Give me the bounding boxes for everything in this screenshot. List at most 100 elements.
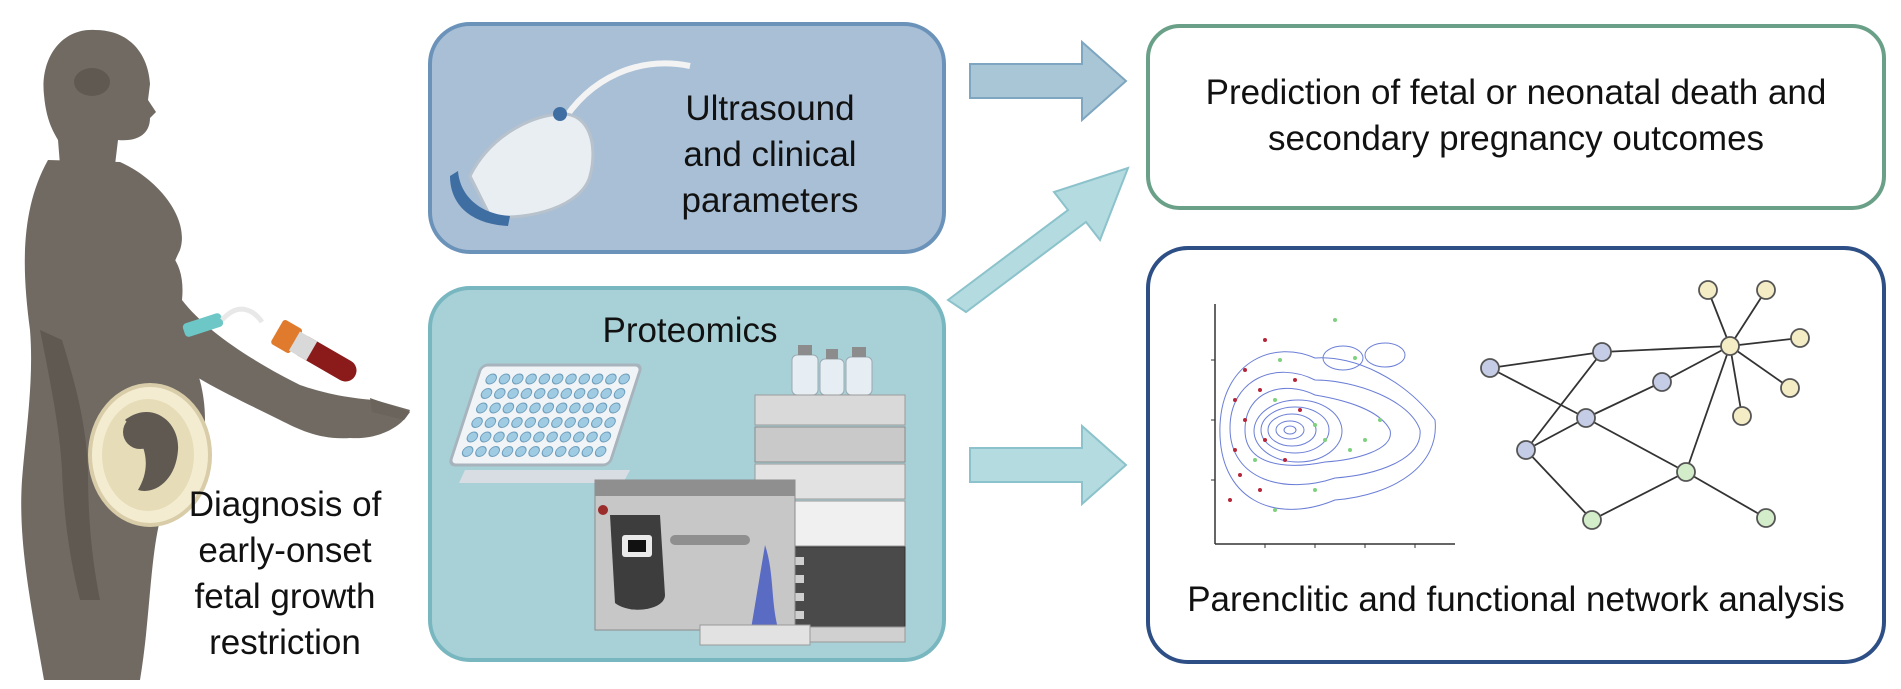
arrow-proteomics-to-prediction: [946, 166, 1130, 314]
scatter-point: [1243, 418, 1247, 422]
plate-well: [551, 417, 563, 428]
scatter-point: [1348, 448, 1352, 452]
plate-well: [466, 431, 479, 443]
plate-well: [512, 373, 524, 385]
arrow-ultrasound-to-prediction: [969, 39, 1128, 123]
plate-well: [524, 417, 537, 428]
plate-well: [488, 446, 501, 457]
scatter-point: [1273, 508, 1277, 512]
plate-well: [594, 446, 607, 457]
plate-well: [559, 431, 572, 443]
plate-well: [591, 373, 604, 385]
plate-well: [538, 373, 551, 385]
plate-well: [528, 446, 540, 457]
ultrasound-label-line-3: parameters: [681, 181, 859, 220]
plate-well: [515, 446, 527, 457]
plate-well: [498, 373, 511, 385]
plate-well: [520, 388, 533, 399]
plate-well: [587, 388, 599, 399]
plate-well: [511, 417, 523, 428]
left-caption: Diagnosis of early-onset fetal growth re…: [170, 482, 400, 666]
network-label: Parenclitic and functional network analy…: [1187, 580, 1845, 619]
plate-well: [573, 388, 586, 399]
lc-ms-instrument-icon: [594, 345, 906, 646]
plate-well: [515, 402, 528, 414]
plate-well: [581, 446, 594, 457]
plate-well: [608, 402, 621, 414]
scatter-point: [1313, 488, 1317, 492]
plate-well: [577, 417, 590, 428]
plate-well: [564, 417, 576, 428]
scatter-point: [1278, 358, 1282, 362]
plate-well: [590, 417, 603, 428]
scatter-point: [1258, 488, 1262, 492]
plate-well: [497, 417, 510, 428]
arrow-proteomics-to-network: [969, 423, 1128, 507]
plate-well: [605, 373, 617, 385]
plate-well: [565, 373, 577, 385]
pregnant-woman-illustration: [21, 29, 411, 680]
scatter-point: [1293, 378, 1297, 382]
plate-well: [568, 446, 580, 457]
left-caption-line-1: Diagnosis of: [188, 485, 382, 524]
plate-well: [547, 388, 559, 399]
prediction-label-line-2: secondary pregnancy outcomes: [1267, 119, 1765, 158]
plate-well: [525, 373, 537, 385]
plate-well: [533, 431, 545, 443]
plate-well: [529, 402, 541, 414]
scatter-point: [1258, 388, 1262, 392]
network-graph-icon: [1480, 280, 1810, 530]
left-caption-line-4: restriction: [209, 623, 361, 662]
ultrasound-label-line-2: and clinical: [683, 135, 857, 174]
plate-well: [501, 446, 514, 457]
scatter-point: [1273, 398, 1277, 402]
scatter-point: [1323, 438, 1327, 442]
scatter-point: [1283, 458, 1287, 462]
ultrasound-label: Ultrasound and clinical parameters: [650, 86, 890, 224]
plate-well: [569, 402, 581, 414]
plate-well: [480, 388, 493, 399]
plate-well: [546, 431, 558, 443]
scatter-point: [1313, 423, 1317, 427]
plate-well: [578, 373, 591, 385]
scatter-point: [1238, 473, 1242, 477]
plate-well: [551, 373, 564, 385]
scatter-point: [1363, 438, 1367, 442]
plate-well: [507, 388, 519, 399]
plate-well: [604, 417, 616, 428]
ultrasound-label-line-1: Ultrasound: [685, 89, 855, 128]
scatter-point: [1353, 356, 1357, 360]
plate-well: [618, 373, 630, 385]
plate-well: [502, 402, 515, 414]
plate-well: [599, 431, 612, 443]
plate-well: [555, 402, 568, 414]
plate-well: [542, 402, 555, 414]
plate-well: [554, 446, 567, 457]
plate-well: [533, 388, 546, 399]
plate-well: [484, 417, 497, 428]
scatter-point: [1233, 448, 1237, 452]
prediction-label: Prediction of fetal or neonatal death an…: [1150, 70, 1882, 162]
plate-well: [461, 446, 474, 457]
well-plate-icon: [449, 363, 642, 483]
plate-well: [471, 417, 483, 428]
scatter-point: [1243, 368, 1247, 372]
scatter-point: [1263, 338, 1267, 342]
plate-well: [489, 402, 501, 414]
plate-well: [475, 402, 488, 414]
plate-well: [506, 431, 519, 443]
left-caption-line-2: early-onset: [198, 531, 372, 570]
plate-well: [586, 431, 598, 443]
plate-well: [537, 417, 550, 428]
plate-well: [479, 431, 492, 443]
plate-well: [582, 402, 594, 414]
plate-well: [600, 388, 612, 399]
contour-plot-icon: [1211, 304, 1455, 548]
scatter-point: [1233, 398, 1237, 402]
ultrasound-probe-icon: [450, 60, 691, 226]
plate-well: [595, 402, 608, 414]
plate-well: [475, 446, 487, 457]
proteomics-label: Proteomics: [602, 311, 778, 350]
scatter-point: [1333, 318, 1337, 322]
scatter-point: [1298, 408, 1302, 412]
